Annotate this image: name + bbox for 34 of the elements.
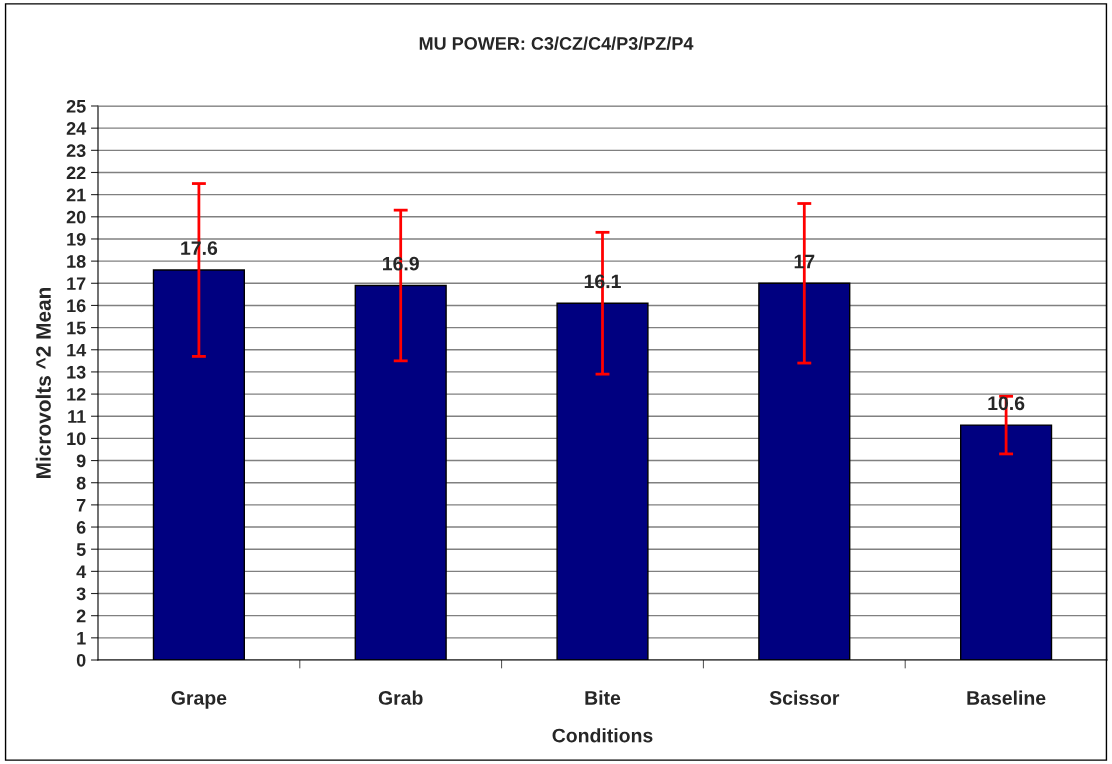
y-tick-label: 3 (76, 587, 86, 601)
x-tick-label: Grab (378, 690, 423, 705)
y-axis-title: Microvolts ^2 Mean (35, 287, 51, 478)
x-tick-label: Baseline (967, 690, 1046, 705)
y-tick-label: 7 (76, 499, 86, 512)
y-tick-label: 22 (66, 166, 86, 180)
y-tick-label: 10 (67, 432, 86, 446)
y-tick-label: 11 (68, 410, 86, 423)
y-tick-label: 17 (67, 277, 86, 290)
y-tick-label: 8 (76, 476, 86, 490)
y-tick-label: 24 (66, 122, 87, 135)
y-tick-label: 18 (67, 255, 86, 268)
y-tick-label: 0 (76, 653, 86, 667)
y-tick-label: 5 (76, 543, 86, 556)
y-tick-label: 9 (76, 454, 86, 468)
chart-title: MU POWER: C3/CZ/C4/P3/PZ/P4 (419, 36, 694, 51)
y-tick-label: 19 (67, 232, 86, 246)
y-tick-label: 20 (66, 210, 86, 224)
y-tick-label: 21 (66, 188, 86, 202)
x-tick-label: Scissor (769, 690, 840, 705)
y-tick-label: 4 (76, 565, 87, 578)
y-tick-label: 15 (67, 321, 86, 335)
y-tick-label: 14 (67, 343, 87, 357)
y-tick-label: 23 (66, 144, 86, 158)
y-tick-label: 16 (67, 299, 86, 313)
x-tick-label: Grape (171, 691, 227, 709)
y-tick-label: 12 (67, 388, 86, 401)
y-tick-label: 25 (66, 99, 86, 113)
y-tick-label: 2 (76, 609, 86, 623)
x-axis-title: Conditions (552, 728, 653, 743)
y-tick-label: 13 (67, 365, 86, 379)
x-tick-label: Bite (585, 690, 621, 705)
y-tick-label: 6 (76, 520, 86, 534)
y-tick-label: 1 (77, 631, 86, 645)
